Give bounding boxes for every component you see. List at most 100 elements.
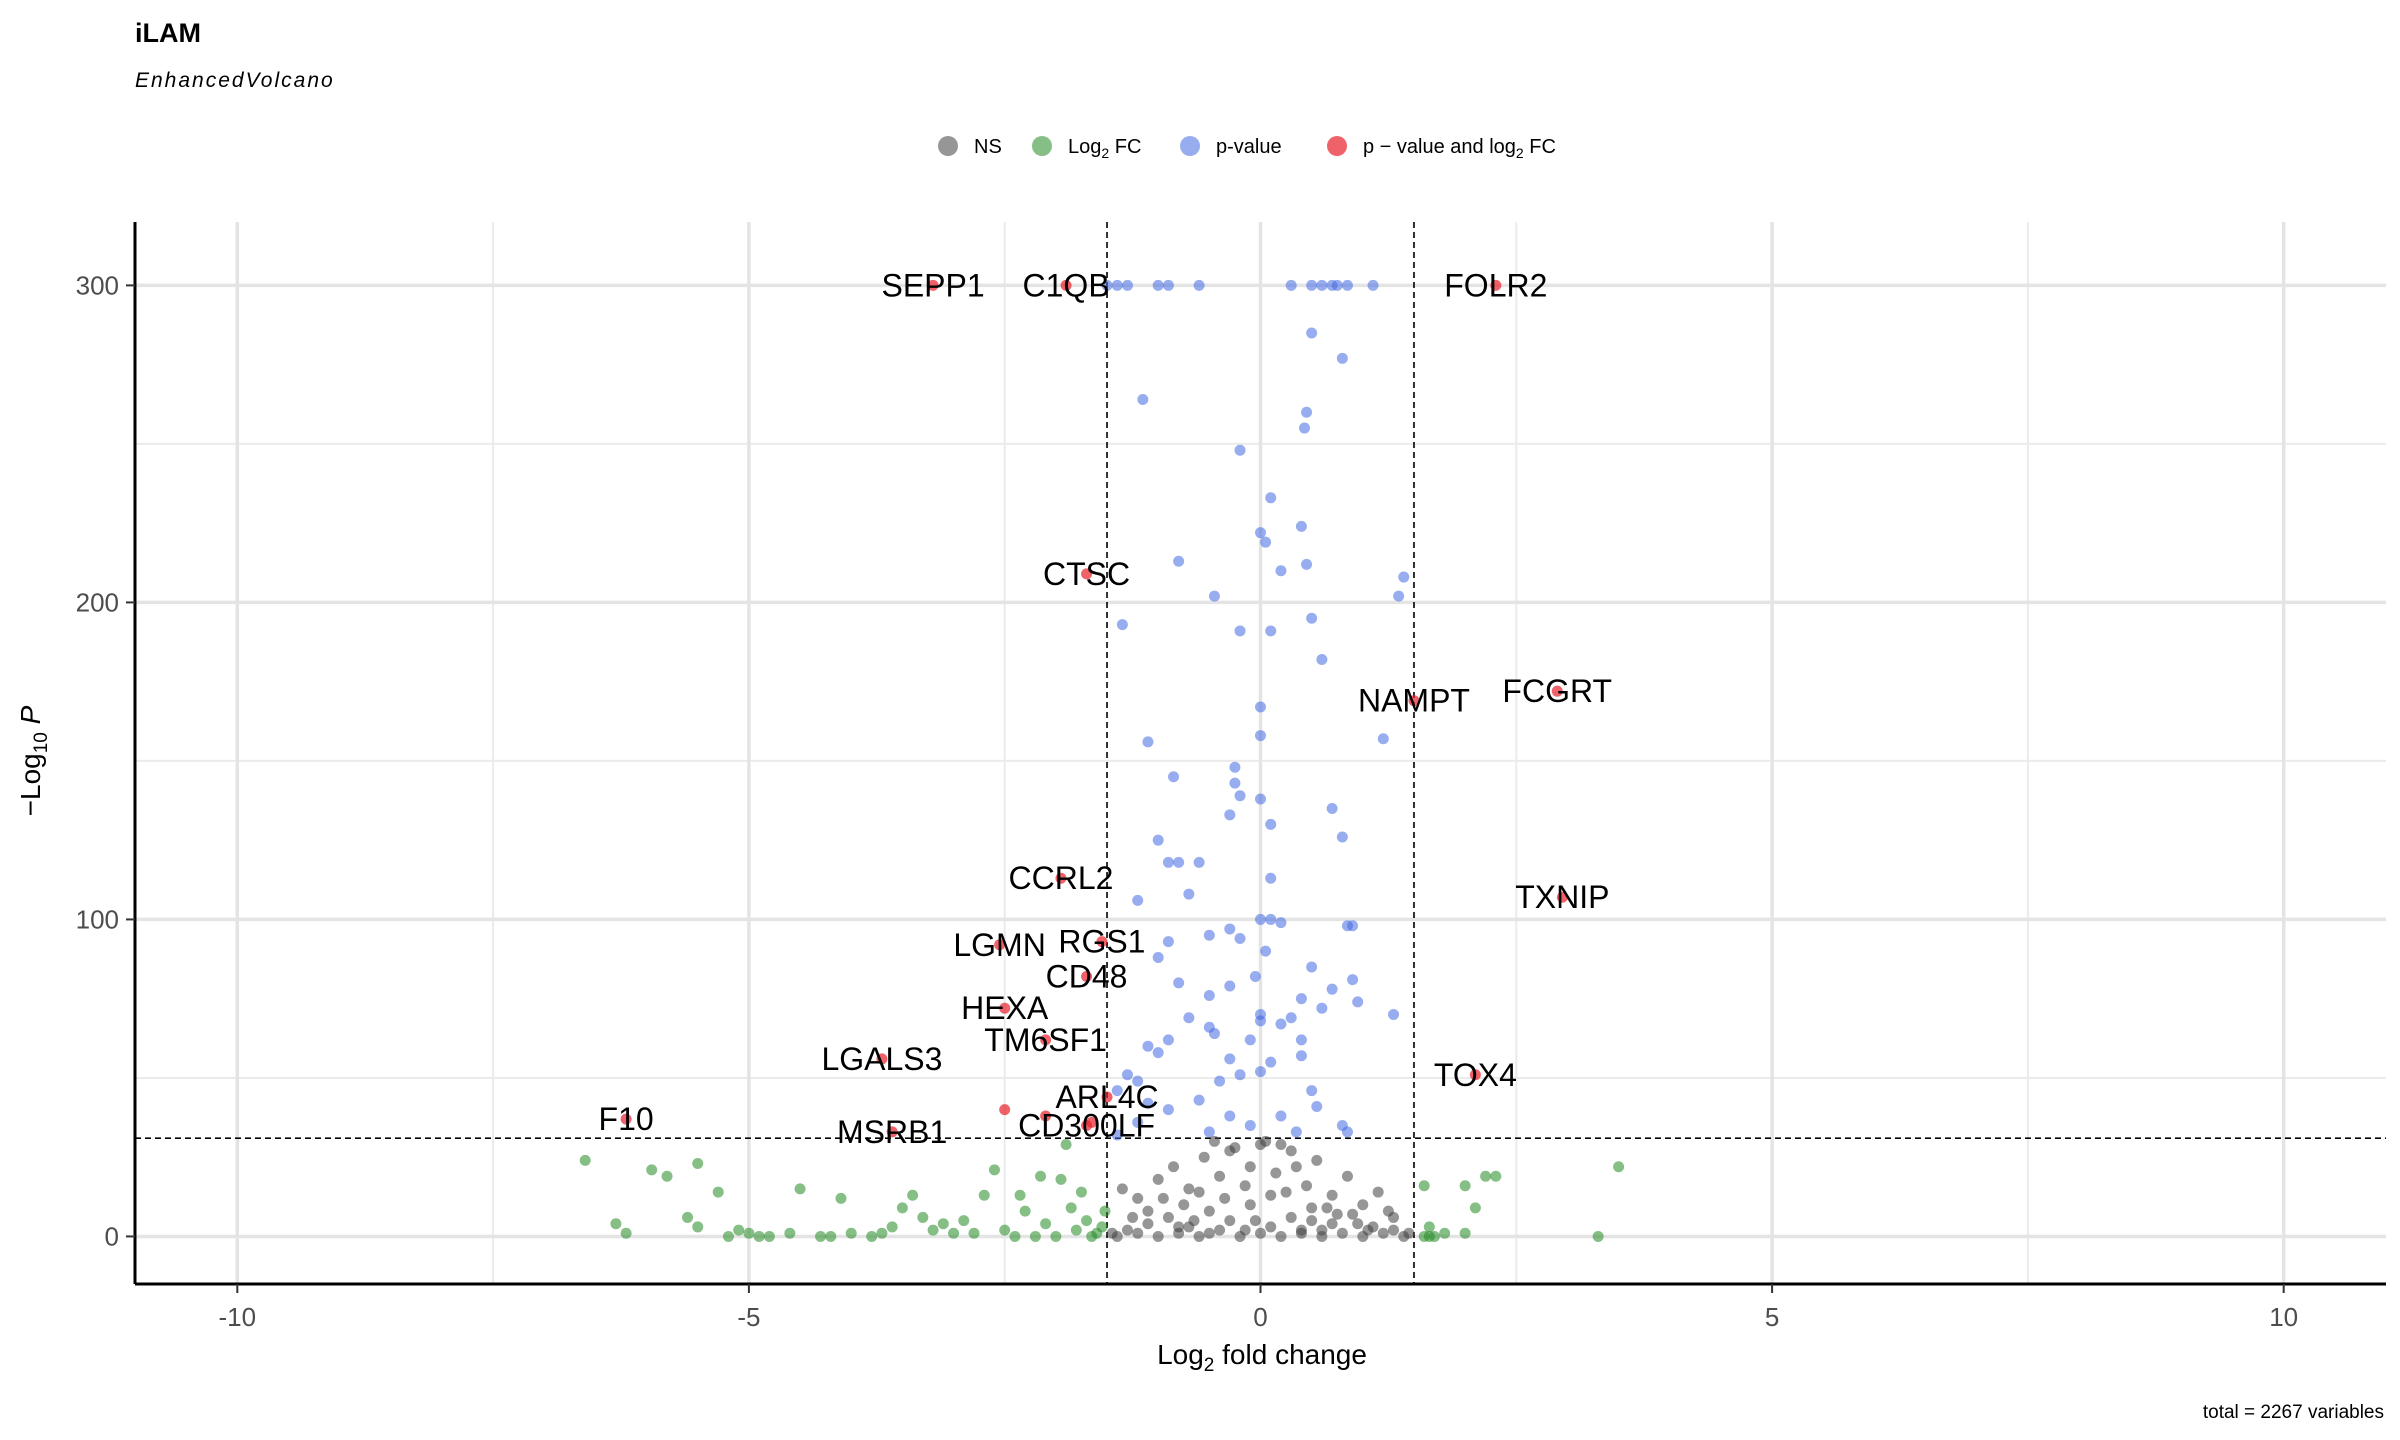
log2fc-point — [825, 1230, 837, 1242]
log2fc-point — [1070, 1224, 1082, 1236]
log2fc-point — [646, 1164, 658, 1176]
pvalue-point — [1193, 1094, 1205, 1106]
significant-point — [1040, 1110, 1052, 1122]
pvalue-point — [1234, 625, 1246, 637]
log2fc-point — [835, 1192, 847, 1204]
pvalue-point — [1132, 894, 1144, 906]
pvalue-point — [1265, 1056, 1277, 1068]
pvalue-point — [1265, 625, 1277, 637]
log2fc-point — [1459, 1227, 1471, 1239]
ns-point — [1275, 1230, 1287, 1242]
log2fc-point — [1096, 1221, 1108, 1233]
pvalue-point — [1255, 1066, 1266, 1078]
ns-point — [1214, 1224, 1226, 1236]
pvalue-point — [1275, 917, 1287, 929]
pvalue-point — [1336, 831, 1348, 843]
ns-point — [1208, 1135, 1220, 1147]
log2fc-point — [1029, 1230, 1041, 1242]
pvalue-point — [1173, 555, 1185, 567]
x-tick-label: -5 — [737, 1302, 760, 1332]
significant-point — [620, 1113, 632, 1125]
pvalue-point — [1295, 1034, 1307, 1046]
ns-point — [1116, 1183, 1128, 1195]
ns-point — [1280, 1186, 1292, 1198]
log2fc-point — [999, 1224, 1011, 1236]
pvalue-point — [1229, 777, 1241, 789]
ns-point — [1341, 1170, 1353, 1182]
pvalue-point — [1388, 1009, 1400, 1021]
gene-label: LGMN — [953, 927, 1045, 963]
significant-point — [999, 1104, 1011, 1116]
pvalue-point — [1316, 279, 1328, 291]
gene-label: TOX4 — [1434, 1057, 1517, 1093]
log2fc-point — [1081, 1215, 1093, 1227]
log2fc-point — [886, 1221, 898, 1233]
pvalue-point — [1203, 1126, 1215, 1138]
gene-label: C1QB — [1023, 267, 1110, 303]
pvalue-point — [1290, 1126, 1302, 1138]
ns-point — [1244, 1161, 1256, 1173]
ns-point — [1295, 1227, 1307, 1239]
x-axis-title: Log2 fold change — [1157, 1339, 1367, 1376]
ns-point — [1239, 1180, 1251, 1192]
ns-point — [1224, 1145, 1236, 1157]
pvalue-point — [1260, 536, 1272, 548]
pvalue-point — [1116, 619, 1128, 631]
x-tick-label: 10 — [2269, 1302, 2298, 1332]
log2fc-point — [1459, 1180, 1471, 1192]
pvalue-point — [1111, 1085, 1123, 1097]
pvalue-point — [1301, 406, 1313, 418]
x-tick-label: 0 — [1253, 1302, 1267, 1332]
ns-point — [1142, 1205, 1154, 1217]
pvalue-point — [1162, 936, 1174, 948]
log2fc-point — [988, 1164, 1000, 1176]
pvalue-point — [1306, 612, 1318, 624]
ns-point — [1275, 1139, 1287, 1151]
ns-point — [1142, 1218, 1154, 1230]
log2fc-point — [948, 1227, 960, 1239]
ns-point — [1347, 1208, 1359, 1220]
legend-swatch — [1327, 136, 1347, 156]
pvalue-point — [1193, 279, 1205, 291]
ns-point — [1188, 1215, 1200, 1227]
log2fc-point — [1055, 1173, 1067, 1185]
log2fc-point — [1613, 1161, 1625, 1173]
pvalue-point — [1255, 1015, 1266, 1027]
log2fc-point — [784, 1227, 796, 1239]
gene-label: F10 — [599, 1101, 654, 1137]
pvalue-point — [1255, 730, 1266, 742]
legend-label: p − value and log2 FC — [1363, 136, 1556, 161]
pvalue-point — [1173, 977, 1185, 989]
significant-point — [1081, 970, 1093, 982]
log2fc-point — [1050, 1230, 1062, 1242]
y-tick-label: 0 — [105, 1221, 119, 1251]
pvalue-point — [1152, 1047, 1164, 1059]
ns-point — [1270, 1167, 1282, 1179]
pvalue-point — [1341, 1126, 1353, 1138]
pvalue-point — [1326, 983, 1338, 995]
ns-point — [1157, 1192, 1169, 1204]
pvalue-point — [1152, 834, 1164, 846]
x-tick-label: 5 — [1765, 1302, 1779, 1332]
pvalue-point — [1341, 920, 1353, 932]
ns-point — [1301, 1180, 1313, 1192]
y-tick-label: 200 — [76, 587, 119, 617]
pvalue-point — [1152, 279, 1164, 291]
log2fc-point — [1040, 1218, 1052, 1230]
log2fc-point — [763, 1230, 775, 1242]
log2fc-point — [845, 1227, 857, 1239]
ns-point — [1306, 1215, 1318, 1227]
pvalue-point — [1347, 974, 1359, 986]
significant-point — [1081, 568, 1093, 580]
log2fc-point — [815, 1230, 827, 1242]
log2fc-point — [1065, 1202, 1077, 1214]
gene-label: CD300LF — [1018, 1107, 1155, 1143]
log2fc-point — [1019, 1205, 1031, 1217]
pvalue-point — [1101, 279, 1113, 291]
ns-point — [1152, 1173, 1164, 1185]
log2fc-point — [692, 1158, 704, 1170]
log2fc-point — [876, 1227, 888, 1239]
log2fc-point — [1075, 1186, 1087, 1198]
ns-point — [1162, 1211, 1174, 1223]
pvalue-point — [1203, 990, 1215, 1002]
